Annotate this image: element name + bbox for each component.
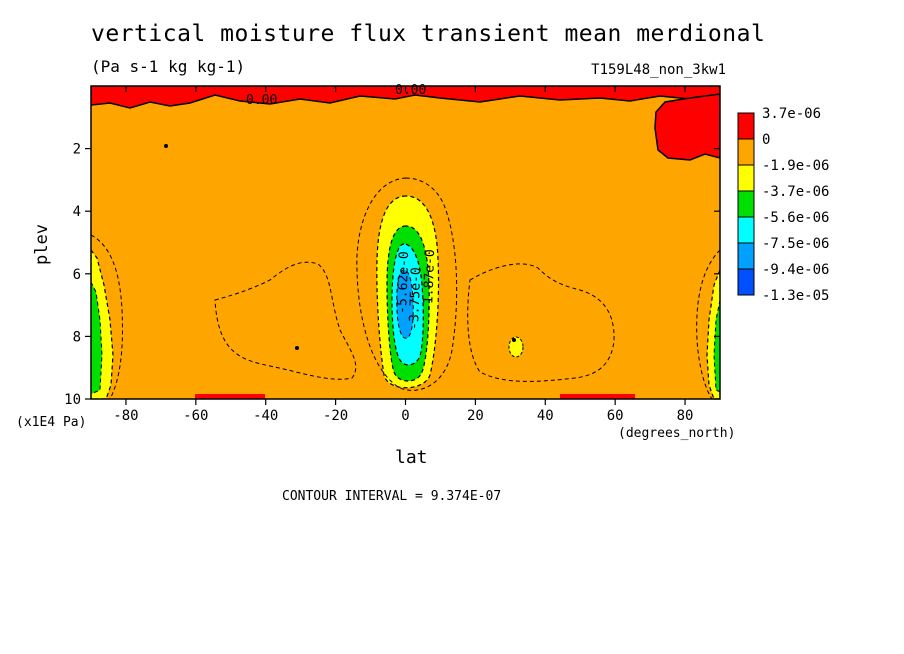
colorbar-swatch [737,242,755,270]
positive-region-top [91,86,720,109]
negative-blob-30n [508,336,524,358]
positive-region-northeast [654,93,720,161]
x-axis-units: (degrees_north) [618,426,736,441]
x-tick-label: 40 [537,408,554,424]
x-tick-label: 0 [401,408,409,424]
contour-label: -1.87e-0 [421,249,438,312]
colorbar-swatch [737,164,755,192]
colorbar-label: -1.9e-06 [762,158,829,174]
x-tick-label: -40 [253,408,278,424]
positive-sliver-bottom-2 [560,394,635,399]
y-tick-label: 10 [64,392,81,408]
colorbar-label: 0 [762,132,770,148]
negative-edge-east-inner [713,299,720,393]
marker-minus32 [295,346,299,350]
contour-label: -3.75e-0 [407,267,424,330]
colorbar-label: -3.7e-06 [762,184,829,200]
colorbar-swatch-last [737,268,755,296]
colorbar-swatch [737,112,755,140]
y-tick-label: 4 [73,204,81,220]
colorbar-label: -9.4e-06 [762,262,829,278]
colorbar-swatch [737,138,755,166]
colorbar-label: -7.5e-06 [762,236,829,252]
colorbar-swatch [737,190,755,218]
y-tick-label: 8 [73,329,81,345]
chart-units: (Pa s-1 kg kg-1) [91,57,246,76]
y-axis-units: (x1E4 Pa) [16,415,87,430]
marker-minus70 [164,144,168,148]
x-tick-label: -60 [183,408,208,424]
contour-interval: CONTOUR INTERVAL = 9.374E-07 [282,489,502,504]
y-tick-label: 6 [73,267,81,283]
x-axis-label: lat [395,447,428,468]
colorbar-swatch [737,216,755,244]
colorbar-label: 3.7e-06 [762,106,821,122]
x-tick-label: 60 [607,408,624,424]
positive-sliver-bottom [195,394,265,399]
y-axis: 2 4 6 8 10 [64,142,720,408]
contour-field [91,86,720,399]
x-tick-label: 80 [677,408,694,424]
chart-title: vertical moisture flux transient mean me… [91,21,766,47]
x-axis: -80 -60 -40 -20 0 20 40 60 80 [113,86,693,424]
contour-label: 0.00 [246,93,277,108]
run-label: T159L48_non_3kw1 [591,62,726,78]
negative-core-blue [396,269,414,339]
contour-label: -5.62e-0 [395,251,412,314]
x-tick-label: 20 [467,408,484,424]
colorbar-label: -1.3e-05 [762,288,829,304]
colorbar-legend: 3.7e-06 0 -1.9e-06 -3.7e-06 -5.6e-06 -7.5e-06… [737,106,829,304]
x-tick-label: -80 [113,408,138,424]
colorbar-label: -5.6e-06 [762,210,829,226]
y-tick-label: 2 [73,142,81,158]
dashed-contours [91,177,720,399]
contour-labels: 0.000.00-5.62e-0-3.75e-0-1.87e-0 [246,83,438,330]
negative-edge-west-inner [91,281,103,395]
marker-30 [512,338,516,342]
x-tick-label: -20 [323,408,348,424]
